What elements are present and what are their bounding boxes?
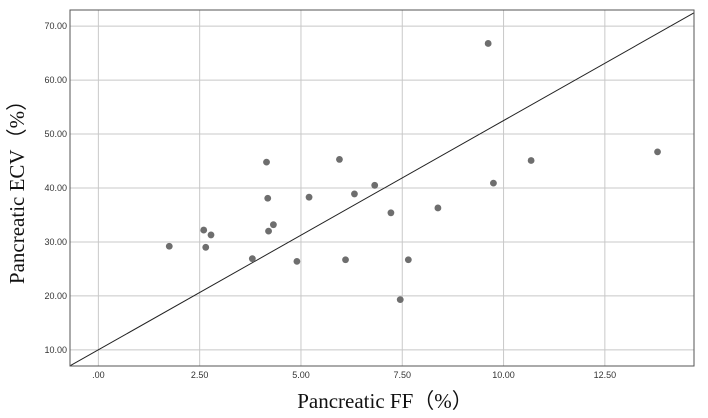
data-point xyxy=(165,242,173,250)
data-point xyxy=(342,256,349,264)
reference-line xyxy=(69,12,695,367)
data-point xyxy=(527,157,535,164)
x-tick-label: 12.50 xyxy=(594,370,617,380)
x-tick-label: .00 xyxy=(92,370,105,380)
data-point xyxy=(371,181,379,189)
data-point xyxy=(293,257,301,265)
y-tick-label: 50.00 xyxy=(44,129,67,139)
data-point xyxy=(404,256,412,264)
x-axis-title: Pancreatic FF（%） xyxy=(297,389,473,413)
y-tick-label: 70.00 xyxy=(44,21,67,31)
data-point xyxy=(490,179,497,187)
grid-lines xyxy=(70,10,694,366)
x-tick-label: 7.50 xyxy=(393,370,411,380)
y-tick-labels: 10.00 20.00 30.00 40.00 50.00 60.00 70.00 xyxy=(44,21,67,355)
data-point xyxy=(207,231,215,239)
data-point xyxy=(387,209,395,217)
plot-frame xyxy=(69,9,695,367)
data-point xyxy=(248,255,256,263)
y-tick-label: 10.00 xyxy=(44,345,67,355)
x-tick-label: 2.50 xyxy=(191,370,209,380)
data-point xyxy=(484,40,492,47)
data-point xyxy=(270,221,277,229)
y-tick-label: 20.00 xyxy=(44,291,67,301)
data-point xyxy=(351,190,358,198)
x-tick-label: 10.00 xyxy=(492,370,515,380)
x-tick-labels: .00 2.50 5.00 7.50 10.00 12.50 xyxy=(92,370,616,380)
data-point xyxy=(336,156,343,163)
data-point xyxy=(265,227,272,235)
data-point xyxy=(202,243,210,251)
y-tick-label: 40.00 xyxy=(44,183,67,193)
x-tick-label: 5.00 xyxy=(292,370,310,380)
data-point xyxy=(264,194,272,202)
data-point xyxy=(200,226,208,234)
data-point xyxy=(654,148,661,156)
reference-line-group xyxy=(69,12,695,367)
data-points xyxy=(165,40,661,304)
y-axis-title: Pancreatic ECV（%） xyxy=(5,90,29,284)
y-tick-label: 30.00 xyxy=(44,237,67,247)
data-point xyxy=(396,296,404,304)
data-point xyxy=(434,204,442,212)
data-point xyxy=(263,158,270,166)
y-tick-label: 60.00 xyxy=(44,75,67,85)
data-point xyxy=(305,193,313,201)
